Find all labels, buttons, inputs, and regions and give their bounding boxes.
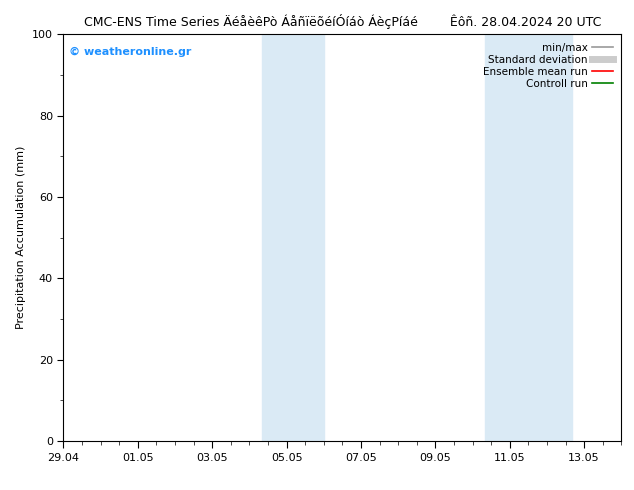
Legend: min/max, Standard deviation, Ensemble mean run, Controll run: min/max, Standard deviation, Ensemble me… (480, 40, 616, 92)
Bar (262, 34, 324, 441)
Bar (485, 34, 572, 441)
Title: CMC-ENS Time Series ÄéåèêPò ÁåñïëõéíÓíáò ÁèçPíáé        Êôñ. 28.04.2024 20 UTC: CMC-ENS Time Series ÄéåèêPò ÁåñïëõéíÓíáò… (84, 14, 601, 29)
Y-axis label: Precipitation Accumulation (mm): Precipitation Accumulation (mm) (16, 146, 27, 329)
Text: © weatheronline.gr: © weatheronline.gr (69, 47, 191, 56)
